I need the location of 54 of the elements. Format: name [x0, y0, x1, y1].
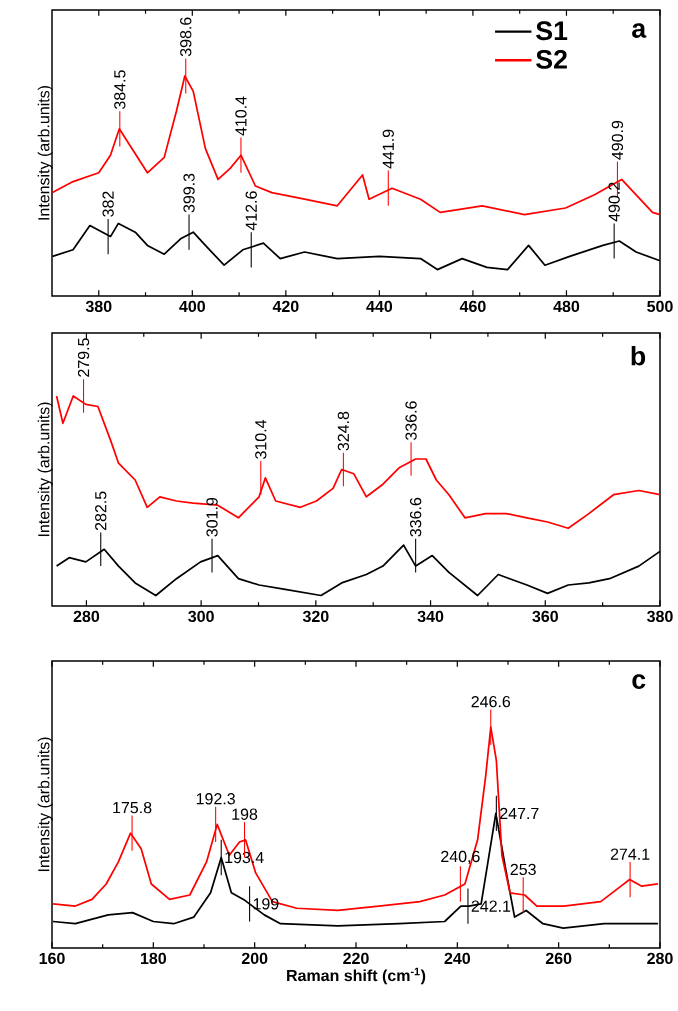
x-tick-label: 240 — [444, 952, 471, 965]
annotation: 242.1 — [471, 900, 511, 912]
x-tick-label: 260 — [545, 952, 572, 965]
annotation: 384.5 — [114, 70, 126, 109]
annotation: 490.9 — [611, 120, 624, 160]
x-tick-label: 280 — [647, 952, 673, 965]
x-tick-label: 440 — [366, 300, 393, 313]
x-tick-label: 460 — [459, 300, 486, 313]
annotation: 490.2 — [608, 182, 620, 222]
annotation: 310.4 — [255, 419, 267, 459]
annotation: 175.8 — [113, 801, 152, 814]
y-axis-title: Intensity (arb.units) — [37, 86, 53, 220]
annotation: 324.8 — [337, 411, 350, 451]
legend-label: S1 — [536, 21, 568, 41]
x-tick-label: 420 — [272, 300, 299, 313]
x-tick-label: 200 — [241, 952, 268, 965]
chart-title: a — [632, 23, 647, 38]
annotation: 398.6 — [180, 17, 192, 57]
annotation: 399.3 — [183, 173, 195, 213]
legend-label: S2 — [536, 49, 567, 69]
annotation: 301.9 — [206, 497, 218, 537]
x-tick-label: 160 — [39, 952, 65, 965]
x-tick-label: 280 — [73, 610, 100, 623]
annotation: 198 — [232, 808, 258, 820]
x-tick-label: 380 — [647, 610, 673, 623]
x-tick-label: 220 — [343, 952, 369, 965]
annotation: 441.9 — [382, 129, 394, 169]
x-tick-label: 500 — [647, 300, 673, 313]
annotation: 412.6 — [245, 191, 257, 231]
x-tick-label: 180 — [140, 952, 167, 965]
x-tick-label: 400 — [179, 300, 205, 313]
annotation: 199 — [253, 898, 279, 910]
annotation: 382 — [102, 191, 114, 217]
annotation: 274.1 — [610, 848, 650, 860]
y-axis-title: Intensity (arb.units) — [37, 737, 53, 872]
annotation: 410.4 — [235, 96, 247, 136]
x-tick-label: 480 — [553, 300, 580, 313]
annotation: 336.6 — [409, 497, 422, 537]
annotation: 192.3 — [196, 793, 235, 805]
x-tick-label: 320 — [302, 610, 329, 623]
x-tick-label: 380 — [85, 300, 112, 313]
chart-title: c — [632, 674, 646, 689]
annotation: 253 — [510, 863, 536, 876]
x-tick-label: 340 — [417, 610, 444, 623]
x-tick-label: 300 — [188, 610, 214, 623]
annotation: 247.7 — [500, 807, 539, 819]
y-axis-title: Intensity (arb.units) — [37, 402, 53, 537]
x-axis-title: Raman shift (cm$^{-1}$) — [287, 967, 426, 985]
annotation: 282.5 — [95, 491, 107, 531]
annotation: 279.5 — [77, 338, 90, 377]
chart-title: b — [631, 345, 646, 366]
annotation: 246.6 — [471, 695, 511, 708]
annotation: 336.6 — [405, 401, 417, 440]
x-tick-label: 360 — [532, 610, 558, 623]
